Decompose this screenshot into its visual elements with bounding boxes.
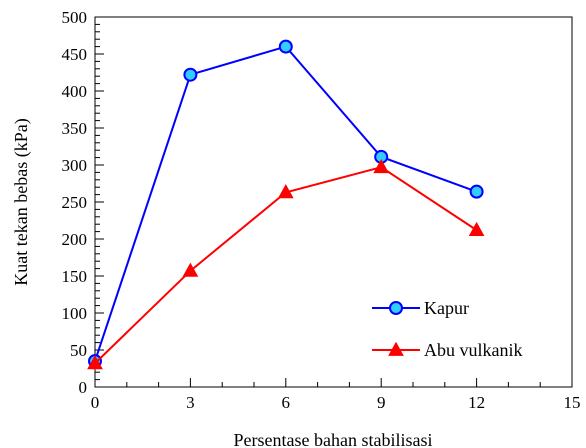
y-tick-label: 350 [62, 119, 88, 138]
y-tick-label: 100 [62, 304, 88, 323]
y-tick-label: 500 [62, 8, 88, 27]
legend-item: Abu vulkanik [372, 340, 523, 360]
y-tick-label: 400 [62, 82, 88, 101]
x-tick-label: 3 [186, 393, 195, 412]
y-axis-title: Kuat tekan bebas (kPa) [11, 118, 32, 285]
legend: Kapur Abu vulkanik [372, 298, 523, 360]
x-tick-label: 15 [564, 393, 581, 412]
legend-item: Kapur [372, 298, 469, 318]
legend-marker [389, 301, 403, 315]
series-2 [87, 158, 485, 370]
y-tick-label: 450 [62, 45, 88, 64]
y-tick-label: 0 [79, 378, 88, 397]
data-point [373, 158, 390, 174]
data-point [468, 221, 485, 237]
y-tick-label: 300 [62, 156, 88, 175]
y-tick-label: 200 [62, 230, 88, 249]
data-point [87, 355, 103, 370]
x-axis-title: Persentase bahan stabilisasi [234, 430, 433, 448]
x-tick-label: 9 [377, 393, 386, 412]
data-point [469, 184, 484, 199]
legend-label: Abu vulkanik [424, 340, 523, 360]
x-tick-label: 0 [91, 393, 100, 412]
x-tick-labels: 0 3 6 9 12 15 [91, 393, 581, 412]
y-tick-labels: 0 50 100 150 200 250 300 350 400 450 500 [62, 8, 88, 397]
y-tick-label: 50 [70, 341, 87, 360]
plot-frame [94, 16, 573, 388]
y-tick-label: 150 [62, 267, 88, 286]
legend-marker [388, 341, 404, 356]
x-tick-label: 6 [282, 393, 291, 412]
major-ticks [94, 16, 573, 388]
series-layer [87, 39, 485, 370]
data-point [183, 67, 198, 82]
legend-label: Kapur [424, 298, 469, 318]
y-tick-label: 250 [62, 193, 88, 212]
data-point [278, 39, 293, 54]
x-tick-label: 12 [468, 393, 485, 412]
data-point [182, 262, 199, 277]
data-point [277, 184, 294, 199]
